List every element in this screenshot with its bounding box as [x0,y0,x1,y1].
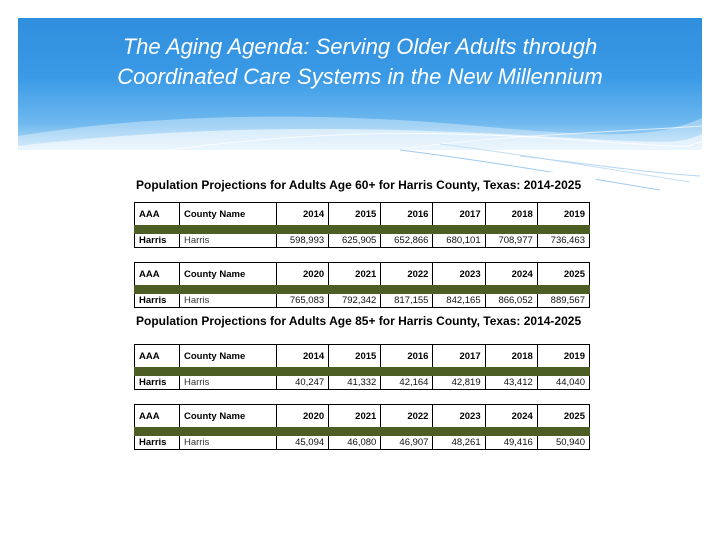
col-year: 2025 [536,404,591,427]
cell-value: 889,567 [536,294,591,308]
col-year: 2016 [380,344,434,367]
cell-value: 817,155 [380,294,434,308]
cell-county: Harris [179,436,277,450]
col-aaa: AAA [134,262,180,285]
cell-value: 46,080 [328,436,382,450]
col-county-name: County Name [179,262,277,285]
table-header-row: AAA County Name 2014 2015 2016 2017 2018… [134,344,591,367]
cell-value: 40,247 [275,376,330,390]
cell-value: 652,866 [380,234,434,248]
cell-aaa: Harris [134,234,180,248]
table-age-85-2014-2019: AAA County Name 2014 2015 2016 2017 2018… [134,344,591,390]
table-separator-bar [134,367,590,376]
projection-tables: Population Projections for Adults Age 60… [132,172,596,450]
cell-value: 842,165 [432,294,486,308]
decorative-swoosh [400,143,700,191]
cell-value: 42,819 [432,376,486,390]
col-year: 2022 [380,262,434,285]
col-year: 2015 [328,344,382,367]
col-year: 2016 [380,202,434,225]
decorative-waves [18,116,702,150]
col-year: 2017 [432,202,486,225]
title-banner: The Aging Agenda: Serving Older Adults t… [18,18,702,150]
cell-value: 46,907 [380,436,434,450]
col-year: 2024 [484,262,538,285]
col-aaa: AAA [134,202,180,225]
table-age-85-2020-2025: AAA County Name 2020 2021 2022 2023 2024… [134,404,591,450]
cell-county: Harris [179,294,277,308]
table-age-60-2014-2019: AAA County Name 2014 2015 2016 2017 2018… [134,202,591,248]
cell-value: 866,052 [484,294,538,308]
table-row: Harris Harris 40,247 41,332 42,164 42,81… [134,376,591,390]
cell-value: 44,040 [536,376,591,390]
caption-age-60: Population Projections for Adults Age 60… [132,172,596,198]
cell-value: 708,977 [484,234,538,248]
table-separator-bar [134,225,590,234]
table-age-60-2020-2025: AAA County Name 2020 2021 2022 2023 2024… [134,262,591,308]
col-year: 2022 [380,404,434,427]
cell-value: 43,412 [484,376,538,390]
col-year: 2014 [275,202,330,225]
col-year: 2018 [484,202,538,225]
col-county-name: County Name [179,202,277,225]
cell-aaa: Harris [134,294,180,308]
table-row: Harris Harris 45,094 46,080 46,907 48,26… [134,436,591,450]
cell-value: 680,101 [432,234,486,248]
cell-value: 41,332 [328,376,382,390]
col-year: 2014 [275,344,330,367]
cell-aaa: Harris [134,436,180,450]
col-year: 2019 [536,202,591,225]
cell-county: Harris [179,376,277,390]
table-header-row: AAA County Name 2020 2021 2022 2023 2024… [134,262,591,285]
col-year: 2025 [536,262,591,285]
cell-value: 48,261 [432,436,486,450]
title-line-2: Coordinated Care Systems in the New Mill… [117,64,603,89]
col-aaa: AAA [134,344,180,367]
cell-value: 45,094 [275,436,330,450]
cell-value: 598,993 [275,234,330,248]
col-county-name: County Name [179,404,277,427]
col-year: 2017 [432,344,486,367]
col-year: 2024 [484,404,538,427]
col-year: 2021 [328,404,382,427]
col-year: 2020 [275,404,330,427]
table-header-row: AAA County Name 2020 2021 2022 2023 2024… [134,404,591,427]
cell-aaa: Harris [134,376,180,390]
col-aaa: AAA [134,404,180,427]
col-year: 2023 [432,262,486,285]
cell-value: 736,463 [536,234,591,248]
table-separator-bar [134,285,590,294]
col-year: 2019 [536,344,591,367]
col-county-name: County Name [179,344,277,367]
cell-value: 792,342 [328,294,382,308]
col-year: 2018 [484,344,538,367]
cell-county: Harris [179,234,277,248]
cell-value: 765,083 [275,294,330,308]
cell-value: 50,940 [536,436,591,450]
slide-title: The Aging Agenda: Serving Older Adults t… [18,32,702,92]
cell-value: 625,905 [328,234,382,248]
table-header-row: AAA County Name 2014 2015 2016 2017 2018… [134,202,591,225]
cell-value: 49,416 [484,436,538,450]
title-line-1: The Aging Agenda: Serving Older Adults t… [122,34,598,59]
col-year: 2015 [328,202,382,225]
col-year: 2023 [432,404,486,427]
table-separator-bar [134,427,590,436]
col-year: 2020 [275,262,330,285]
col-year: 2021 [328,262,382,285]
table-row: Harris Harris 598,993 625,905 652,866 68… [134,234,591,248]
caption-age-85: Population Projections for Adults Age 85… [132,308,596,334]
table-row: Harris Harris 765,083 792,342 817,155 84… [134,294,591,308]
cell-value: 42,164 [380,376,434,390]
